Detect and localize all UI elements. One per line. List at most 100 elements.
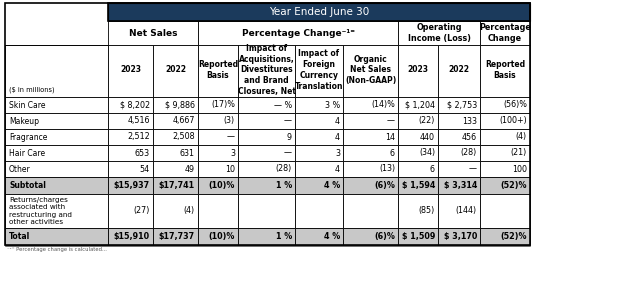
Bar xyxy=(438,145,480,161)
Text: 1 %: 1 % xyxy=(276,181,292,190)
Bar xyxy=(438,177,480,194)
Text: Subtotal: Subtotal xyxy=(9,181,46,190)
Bar xyxy=(343,145,398,161)
Text: 3: 3 xyxy=(335,149,340,158)
Bar xyxy=(343,177,398,194)
Bar xyxy=(343,161,398,177)
Bar xyxy=(480,113,530,129)
Text: Hair Care: Hair Care xyxy=(9,149,45,158)
Text: —: — xyxy=(469,165,477,174)
Text: (28): (28) xyxy=(276,165,292,174)
Bar xyxy=(153,45,198,97)
Text: Total: Total xyxy=(9,232,30,241)
Text: (28): (28) xyxy=(461,149,477,158)
Bar xyxy=(398,113,438,129)
Bar xyxy=(295,97,343,113)
Bar xyxy=(480,145,530,161)
Text: 4: 4 xyxy=(335,165,340,174)
Bar xyxy=(343,228,398,245)
Bar xyxy=(295,161,343,177)
Bar xyxy=(108,145,153,161)
Bar xyxy=(198,21,398,45)
Bar xyxy=(5,145,108,161)
Bar xyxy=(438,45,480,97)
Text: 2,508: 2,508 xyxy=(172,133,195,142)
Bar xyxy=(198,113,238,129)
Text: 4,667: 4,667 xyxy=(173,117,195,126)
Text: (56)%: (56)% xyxy=(503,101,527,110)
Bar xyxy=(398,194,438,228)
Bar xyxy=(438,161,480,177)
Bar xyxy=(108,45,153,97)
Bar xyxy=(5,177,108,194)
Text: (3): (3) xyxy=(224,117,235,126)
Text: 10: 10 xyxy=(225,165,235,174)
Text: (52)%: (52)% xyxy=(500,232,527,241)
Text: $ 1,594: $ 1,594 xyxy=(402,181,435,190)
Bar xyxy=(198,145,238,161)
Bar xyxy=(343,97,398,113)
Text: ($ in millions): ($ in millions) xyxy=(9,87,54,93)
Bar xyxy=(108,129,153,145)
Text: — %: — % xyxy=(274,101,292,110)
Bar xyxy=(295,228,343,245)
Bar xyxy=(238,228,295,245)
Text: 2023: 2023 xyxy=(120,66,141,75)
Text: Percentage
Change: Percentage Change xyxy=(479,23,531,43)
Bar xyxy=(5,3,530,245)
Bar xyxy=(238,194,295,228)
Text: Returns/charges
associated with
restructuring and
other activities: Returns/charges associated with restruct… xyxy=(9,197,72,225)
Text: ⁻¹⁼ Percentage change is calculated...: ⁻¹⁼ Percentage change is calculated... xyxy=(7,246,107,252)
Text: (100+): (100+) xyxy=(499,117,527,126)
Text: (4): (4) xyxy=(184,207,195,216)
Bar xyxy=(5,194,108,228)
Bar xyxy=(108,194,153,228)
Text: Year Ended June 30: Year Ended June 30 xyxy=(269,7,369,17)
Bar xyxy=(438,194,480,228)
Text: (14)%: (14)% xyxy=(371,101,395,110)
Bar xyxy=(153,129,198,145)
Bar xyxy=(5,129,108,145)
Text: 133: 133 xyxy=(462,117,477,126)
Bar xyxy=(198,129,238,145)
Text: Percentage Change⁻¹⁼: Percentage Change⁻¹⁼ xyxy=(241,28,355,37)
Bar xyxy=(480,45,530,97)
Bar xyxy=(198,228,238,245)
Bar xyxy=(238,113,295,129)
Text: 2,512: 2,512 xyxy=(127,133,150,142)
Bar xyxy=(480,177,530,194)
Bar xyxy=(238,145,295,161)
Bar xyxy=(438,129,480,145)
Text: Organic
Net Sales
(Non-GAAP): Organic Net Sales (Non-GAAP) xyxy=(345,55,396,85)
Bar xyxy=(295,129,343,145)
Text: 4: 4 xyxy=(335,117,340,126)
Text: 6: 6 xyxy=(390,149,395,158)
Text: 14: 14 xyxy=(385,133,395,142)
Bar xyxy=(108,161,153,177)
Text: (21): (21) xyxy=(511,149,527,158)
Text: 54: 54 xyxy=(140,165,150,174)
Text: (10)%: (10)% xyxy=(209,181,235,190)
Bar xyxy=(108,3,530,21)
Bar xyxy=(153,177,198,194)
Text: 3: 3 xyxy=(230,149,235,158)
Text: (17)%: (17)% xyxy=(211,101,235,110)
Bar xyxy=(108,113,153,129)
Bar xyxy=(108,97,153,113)
Text: 4,516: 4,516 xyxy=(127,117,150,126)
Text: $ 1,509: $ 1,509 xyxy=(402,232,435,241)
Text: 6: 6 xyxy=(430,165,435,174)
Text: $ 3,314: $ 3,314 xyxy=(444,181,477,190)
Bar xyxy=(398,161,438,177)
Bar xyxy=(343,113,398,129)
Text: 4: 4 xyxy=(335,133,340,142)
Bar xyxy=(480,129,530,145)
Bar xyxy=(438,113,480,129)
Text: 3 %: 3 % xyxy=(324,101,340,110)
Text: Other: Other xyxy=(9,165,31,174)
Text: (34): (34) xyxy=(419,149,435,158)
Text: 100: 100 xyxy=(512,165,527,174)
Text: $17,737: $17,737 xyxy=(159,232,195,241)
Bar xyxy=(343,194,398,228)
Bar xyxy=(5,228,108,245)
